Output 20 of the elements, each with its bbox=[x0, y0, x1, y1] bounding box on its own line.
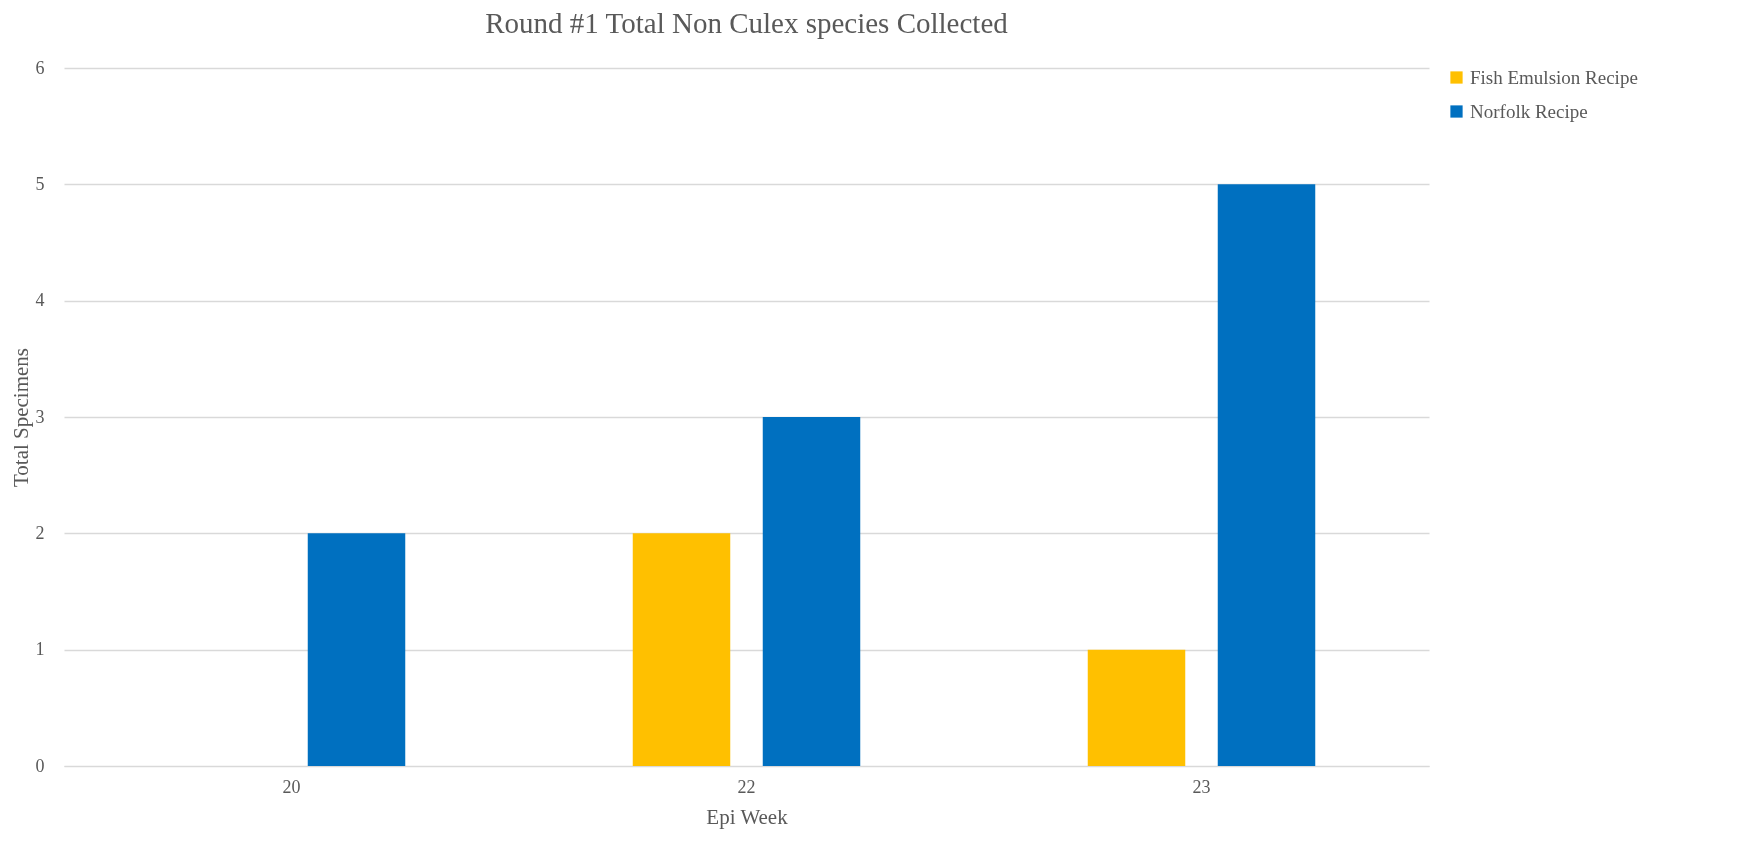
x-tick-label: 23 bbox=[1192, 776, 1211, 797]
chart-title: Round #1 Total Non Culex species Collected bbox=[485, 7, 1009, 39]
bar bbox=[307, 533, 406, 766]
y-tick-label: 4 bbox=[35, 290, 45, 311]
x-axis-title: Epi Week bbox=[706, 804, 789, 829]
y-tick-label: 1 bbox=[35, 639, 45, 660]
legend-label: Norfolk Recipe bbox=[1470, 100, 1588, 122]
bar bbox=[762, 417, 861, 766]
x-tick-label: 20 bbox=[282, 776, 301, 797]
y-tick-label: 3 bbox=[35, 406, 45, 427]
y-tick-label: 5 bbox=[35, 173, 45, 194]
bar bbox=[1217, 184, 1316, 766]
y-tick-label: 2 bbox=[35, 522, 45, 543]
x-tick-label: 22 bbox=[737, 776, 756, 797]
bar bbox=[1087, 649, 1186, 766]
y-axis-title: Total Specimens bbox=[8, 347, 33, 488]
legend-label: Fish Emulsion Recipe bbox=[1470, 66, 1638, 88]
y-tick-label: 0 bbox=[35, 755, 45, 776]
bar bbox=[632, 533, 731, 766]
y-tick-label: 6 bbox=[35, 57, 45, 78]
